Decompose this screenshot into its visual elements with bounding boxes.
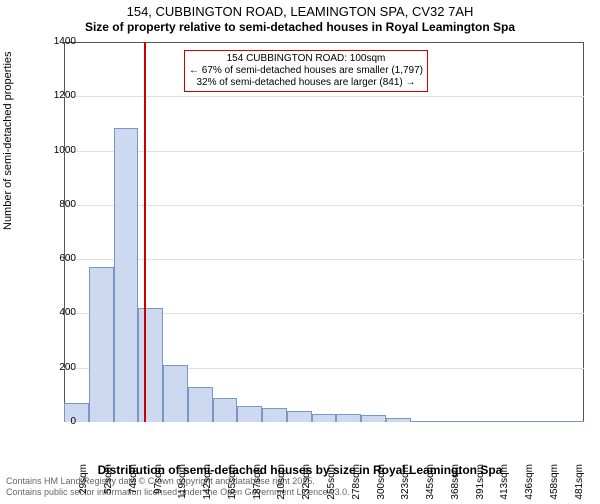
axis-right <box>583 42 584 422</box>
property-marker-line <box>144 42 146 422</box>
histogram-bar <box>262 408 287 422</box>
gridline <box>64 151 584 152</box>
histogram-bar <box>163 365 188 422</box>
histogram-bar <box>336 414 361 422</box>
histogram-bar <box>312 414 337 422</box>
xtick-label: 323sqm <box>400 464 411 504</box>
histogram-bar <box>485 421 510 422</box>
title-main: 154, CUBBINGTON ROAD, LEAMINGTON SPA, CV… <box>0 4 600 19</box>
xtick-label: 210sqm <box>276 464 287 504</box>
ytick-label: 400 <box>46 307 76 318</box>
histogram-bar <box>114 128 139 423</box>
xtick-label: 187sqm <box>252 464 263 504</box>
xtick-label: 458sqm <box>549 464 560 504</box>
xtick-label: 142sqm <box>202 464 213 504</box>
ytick-label: 1400 <box>46 36 76 47</box>
ytick-label: 1200 <box>46 90 76 101</box>
ytick-label: 600 <box>46 253 76 264</box>
histogram-bar <box>89 267 114 422</box>
gridline <box>64 96 584 97</box>
histogram-bar <box>435 421 460 422</box>
histogram-bar <box>287 411 312 422</box>
histogram-bar <box>510 421 535 422</box>
title-sub: Size of property relative to semi-detach… <box>0 20 600 34</box>
xtick-label: 345sqm <box>425 464 436 504</box>
xtick-label: 436sqm <box>524 464 535 504</box>
annotation-line3: 32% of semi-detached houses are larger (… <box>189 77 423 89</box>
y-axis-label: Number of semi-detached properties <box>2 51 14 230</box>
xtick-label: 368sqm <box>450 464 461 504</box>
ytick-label: 1000 <box>46 145 76 156</box>
axis-top <box>64 42 584 43</box>
xtick-label: 413sqm <box>499 464 510 504</box>
histogram-bar <box>138 308 163 422</box>
histogram-bar <box>534 421 559 422</box>
xtick-label: 74sqm <box>128 464 139 504</box>
xtick-label: 52sqm <box>103 464 114 504</box>
xtick-label: 29sqm <box>78 464 89 504</box>
xtick-label: 278sqm <box>351 464 362 504</box>
histogram-bar <box>213 398 238 422</box>
xtick-label: 391sqm <box>475 464 486 504</box>
xtick-label: 232sqm <box>301 464 312 504</box>
xtick-label: 165sqm <box>227 464 238 504</box>
histogram-bar <box>411 421 436 422</box>
xtick-label: 300sqm <box>376 464 387 504</box>
xtick-label: 481sqm <box>574 464 585 504</box>
histogram-bar <box>386 418 411 422</box>
gridline <box>64 205 584 206</box>
x-axis-label: Distribution of semi-detached houses by … <box>0 463 600 477</box>
ytick-label: 800 <box>46 199 76 210</box>
annotation-line1: 154 CUBBINGTON ROAD: 100sqm <box>189 53 423 65</box>
xtick-label: 97sqm <box>153 464 164 504</box>
histogram-bar <box>237 406 262 422</box>
annotation-box: 154 CUBBINGTON ROAD: 100sqm← 67% of semi… <box>184 50 428 92</box>
histogram-bar <box>188 387 213 422</box>
xtick-label: 119sqm <box>177 464 188 504</box>
chart-area: 154 CUBBINGTON ROAD: 100sqm← 67% of semi… <box>64 42 584 422</box>
ytick-label: 200 <box>46 362 76 373</box>
histogram-bar <box>460 421 485 422</box>
xtick-label: 255sqm <box>326 464 337 504</box>
plot-area: 154 CUBBINGTON ROAD: 100sqm← 67% of semi… <box>64 42 584 422</box>
chart-container: 154, CUBBINGTON ROAD, LEAMINGTON SPA, CV… <box>0 0 600 500</box>
gridline <box>64 259 584 260</box>
annotation-line2: ← 67% of semi-detached houses are smalle… <box>189 65 423 77</box>
histogram-bar <box>361 415 386 422</box>
histogram-bar <box>559 421 584 422</box>
ytick-label: 0 <box>46 416 76 427</box>
